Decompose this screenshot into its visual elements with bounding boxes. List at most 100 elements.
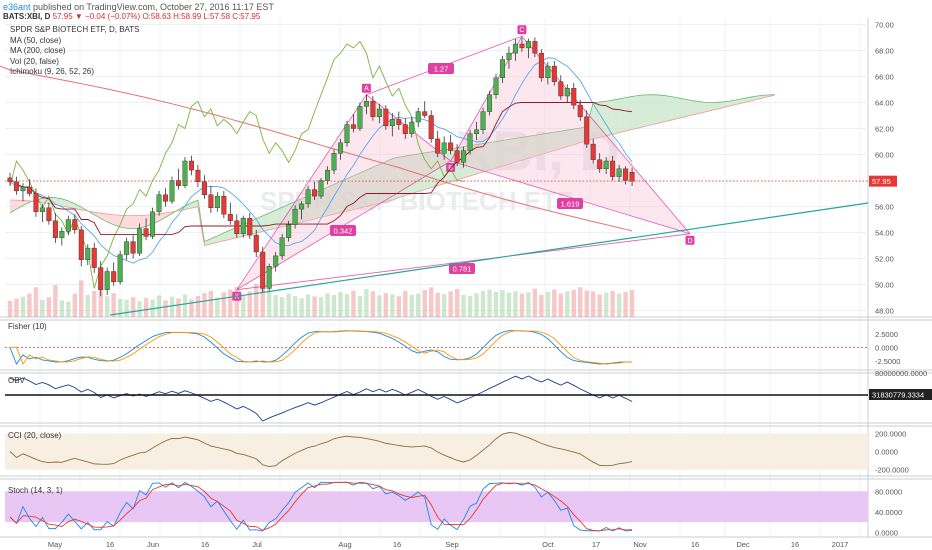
volume-bar <box>325 293 330 317</box>
volume-bar <box>124 299 129 317</box>
harmonic-point-badge <box>361 83 371 93</box>
time-axis: May 16 Jun 16 Jul Aug 16 Sep Oct 17 Nov 16 Dec 16 2017 <box>48 540 848 549</box>
obv-label[interactable]: OBV <box>8 376 25 385</box>
volume-bar <box>46 297 52 317</box>
stoch-d-line <box>9 481 633 532</box>
ichimoku-cloud-segment <box>334 181 341 215</box>
cci-label[interactable]: CCI (20, close) <box>8 431 62 440</box>
candle-body <box>182 160 188 186</box>
down-arrow-icon: ▼ <box>74 12 83 21</box>
ichimoku-cloud-segment <box>483 142 490 173</box>
time-tick-label: Aug <box>338 540 351 549</box>
volume-bar <box>416 293 421 317</box>
volume-bar <box>85 294 90 317</box>
lagging-span-line <box>9 40 464 289</box>
candle-body <box>260 251 266 289</box>
candle-body <box>376 108 382 118</box>
time-tick-label: Jun <box>147 540 159 549</box>
candle-body <box>7 177 13 182</box>
candle-body <box>584 116 590 145</box>
indicator-legend: SPDR S&P BIOTECH ETF, D, BATS MA (50, cl… <box>10 25 140 78</box>
candle-body <box>396 119 402 125</box>
publisher-name[interactable]: e36ant <box>3 2 31 12</box>
candle-body <box>454 150 460 163</box>
candle-body <box>65 219 71 232</box>
ichimoku-cloud-segment <box>204 238 211 246</box>
volume-bar <box>519 293 525 317</box>
candle-body <box>629 172 635 182</box>
candle-body <box>39 207 45 212</box>
ichimoku-cloud-segment <box>761 94 769 99</box>
candle-body <box>558 81 564 97</box>
volume-bar <box>513 291 518 317</box>
candle-body <box>111 271 117 283</box>
ichimoku-cloud-segment <box>645 94 652 127</box>
volume-bar <box>351 290 356 317</box>
candle-body <box>279 237 285 257</box>
ma50-line <box>9 57 633 264</box>
obv-line <box>9 375 633 422</box>
harmonic-point-badge <box>446 163 456 172</box>
stoch-label[interactable]: Stoch (14, 3, 1) <box>8 486 63 495</box>
price-tick-label: 68.00 <box>875 47 894 56</box>
stoch-tick-label: 80.0000 <box>875 487 902 496</box>
volume-bar <box>182 294 188 317</box>
candle-body <box>247 217 253 236</box>
volume-bar <box>429 287 434 317</box>
ichimoku-cloud-segment <box>359 170 367 209</box>
candle-body <box>512 43 518 54</box>
ichimoku-cloud-segment <box>502 139 509 167</box>
volume-bar <box>202 293 207 317</box>
legend-item-ichimoku[interactable]: Ichimoku (9, 26, 52, 26) <box>10 67 95 76</box>
candle-body <box>331 152 337 171</box>
volume-bar <box>344 294 350 317</box>
legend-item-vol[interactable]: Vol (20, false) <box>10 56 59 66</box>
obv-last-label: 31830779.3334 <box>872 391 924 400</box>
volume-bar <box>610 290 615 317</box>
price-tick-label: 64.00 <box>875 99 894 108</box>
candle-body <box>124 241 130 255</box>
ichimoku-cloud-segment <box>541 133 548 155</box>
volume-bar <box>79 280 84 317</box>
candle-body <box>33 193 39 212</box>
harmonic-point-X: X <box>234 294 239 301</box>
ichimoku-cloud-segment <box>74 203 82 210</box>
candle-body <box>577 104 583 117</box>
volume-bar <box>228 289 233 317</box>
volume-bar <box>441 294 447 317</box>
candle-body <box>344 124 350 143</box>
price-tick-label: 70.00 <box>875 21 894 30</box>
candle-body <box>603 160 609 170</box>
candle-body <box>72 219 78 231</box>
ratio-badge <box>330 225 356 236</box>
ichimoku-cloud-segment <box>521 136 529 161</box>
volume-bar <box>117 299 123 317</box>
candle-body <box>266 266 272 289</box>
candle-body <box>389 119 395 127</box>
candle-body <box>26 186 32 194</box>
ichimoku-cloud-segment <box>372 164 380 205</box>
volume-bar <box>493 291 499 317</box>
candle-body <box>610 160 616 177</box>
quote-line: BATS:XBI, D 57.95 ▼ −0.04 (−0.07%) O:58.… <box>3 12 260 21</box>
ratio-badge <box>557 198 583 209</box>
candle-body <box>551 65 557 82</box>
ichimoku-cloud-segment <box>670 96 678 121</box>
ichimoku-cloud-segment <box>547 132 555 153</box>
harmonic-leg <box>450 160 691 235</box>
fisher-label[interactable]: Fisher (10) <box>8 322 47 331</box>
candle-body <box>461 150 467 163</box>
cci-pane: 200.0000 0.0000 -200.0000 <box>5 429 909 475</box>
legend-title: SPDR S&P BIOTECH ETF, D, BATS <box>10 25 140 34</box>
volume-bar <box>176 298 181 317</box>
ichimoku-cloud-segment <box>282 204 289 227</box>
volume-bar <box>156 295 162 317</box>
legend-item-ma50[interactable]: MA (50, close) <box>10 35 62 45</box>
legend-item-ma200[interactable]: MA (200, close) <box>10 46 66 55</box>
time-tick-label: Nov <box>633 540 647 549</box>
ma200-line <box>9 69 633 232</box>
price-tick-label: 52.00 <box>875 255 894 264</box>
volume-bar <box>98 275 103 317</box>
volume-bar <box>305 294 311 317</box>
